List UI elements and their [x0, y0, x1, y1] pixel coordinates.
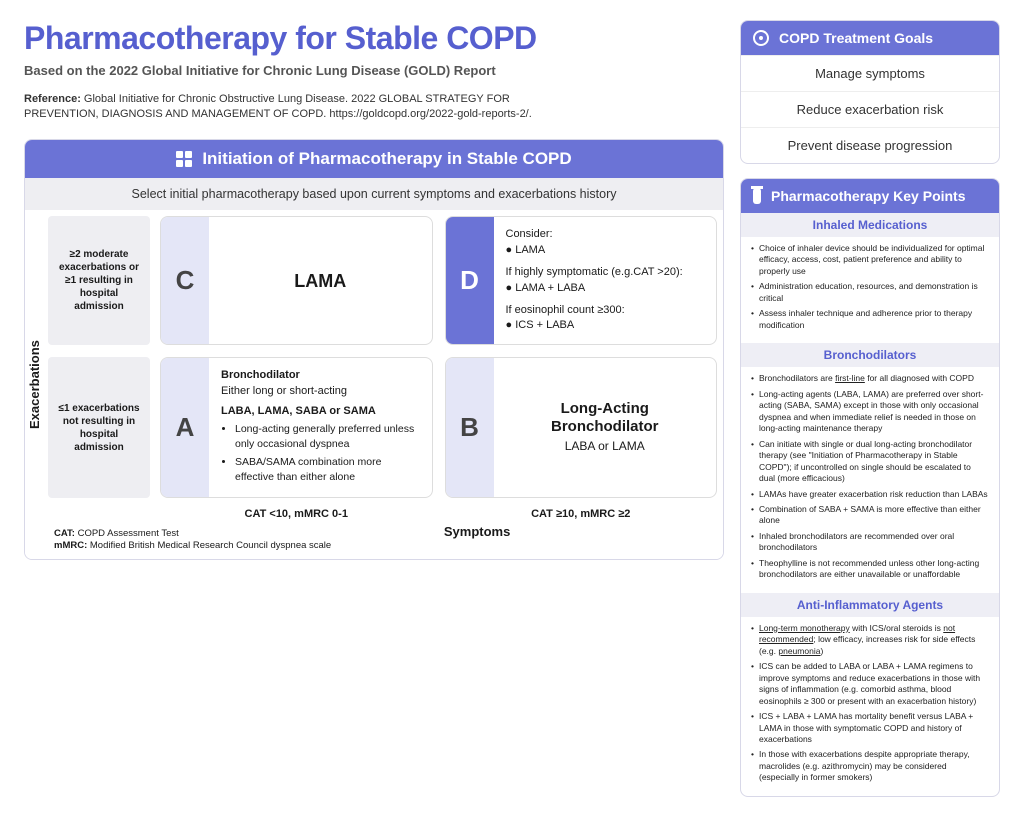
kp-item: LAMAs have greater exacerbation risk red…	[751, 489, 989, 500]
left-column: Pharmacotherapy for Stable COPD Based on…	[24, 20, 724, 797]
kp-list: Choice of inhaler device should be indiv…	[741, 237, 999, 343]
matrix-panel: Initiation of Pharmacotherapy in Stable …	[24, 139, 724, 560]
cell-letter-d: D	[446, 217, 494, 345]
subtitle: Based on the 2022 Global Initiative for …	[24, 63, 724, 78]
kp-list: Bronchodilators are first-line for all d…	[741, 367, 999, 593]
kp-item: Administration education, resources, and…	[751, 281, 989, 304]
kp-item: Can initiate with single or dual long-ac…	[751, 439, 989, 485]
goal-item: Manage symptoms	[741, 55, 999, 91]
goals-panel: COPD Treatment Goals Manage symptoms Red…	[740, 20, 1000, 164]
kp-item: In those with exacerbations despite appr…	[751, 749, 989, 783]
kp-section-title: Inhaled Medications	[741, 213, 999, 237]
row-label-high: ≥2 moderate exacerbations or ≥1 resultin…	[48, 216, 150, 346]
reference: Reference: Global Initiative for Chronic…	[24, 92, 584, 123]
kp-item: Long-term monotherapy with ICS/oral ster…	[751, 623, 989, 657]
cell-a: A Bronchodilator Either long or short-ac…	[160, 357, 433, 498]
cell-letter-a: A	[161, 358, 209, 497]
pill-icon	[753, 188, 761, 204]
row-label-low: ≤1 exacerbations not resulting in hospit…	[48, 357, 150, 498]
goals-header: COPD Treatment Goals	[741, 21, 999, 55]
kp-list: Long-term monotherapy with ICS/oral ster…	[741, 617, 999, 796]
kp-item: Combination of SABA + SAMA is more effec…	[751, 504, 989, 527]
matrix-header: Initiation of Pharmacotherapy in Stable …	[25, 140, 723, 178]
cell-d: D Consider: ● LAMA If highly symptomatic…	[445, 216, 718, 346]
cell-c: C LAMA	[160, 216, 433, 346]
keypoints-header: Pharmacotherapy Key Points	[741, 179, 999, 213]
kp-item: ICS can be added to LABA or LABA + LAMA …	[751, 661, 989, 707]
kp-item: Bronchodilators are first-line for all d…	[751, 373, 989, 384]
cell-letter-b: B	[446, 358, 494, 497]
kp-item: Choice of inhaler device should be indiv…	[751, 243, 989, 277]
cell-letter-c: C	[161, 217, 209, 345]
kp-section-title: Bronchodilators	[741, 343, 999, 367]
keypoints-panel: Pharmacotherapy Key Points Inhaled Medic…	[740, 178, 1000, 797]
kp-item: Inhaled bronchodilators are recommended …	[751, 531, 989, 554]
kp-section-title: Anti-Inflammatory Agents	[741, 593, 999, 617]
kp-item: ICS + LABA + LAMA has mortality benefit …	[751, 711, 989, 745]
x-axis-label: Symptoms	[231, 522, 723, 547]
kp-item: Assess inhaler technique and adherence p…	[751, 308, 989, 331]
kp-item: Theophylline is not recommended unless o…	[751, 558, 989, 581]
matrix-instruction: Select initial pharmacotherapy based upo…	[25, 178, 723, 210]
page-title: Pharmacotherapy for Stable COPD	[24, 20, 724, 57]
goal-item: Prevent disease progression	[741, 127, 999, 163]
target-icon	[753, 30, 769, 46]
col-label-low: CAT <10, mMRC 0-1	[154, 504, 439, 522]
goal-item: Reduce exacerbation risk	[741, 91, 999, 127]
right-column: COPD Treatment Goals Manage symptoms Red…	[740, 20, 1000, 797]
y-axis-label: Exacerbations	[25, 210, 44, 559]
col-label-high: CAT ≥10, mMRC ≥2	[439, 504, 724, 522]
kp-item: Long-acting agents (LABA, LAMA) are pref…	[751, 389, 989, 435]
grid-icon	[176, 151, 192, 167]
cell-b: B Long-Acting Bronchodilator LABA or LAM…	[445, 357, 718, 498]
